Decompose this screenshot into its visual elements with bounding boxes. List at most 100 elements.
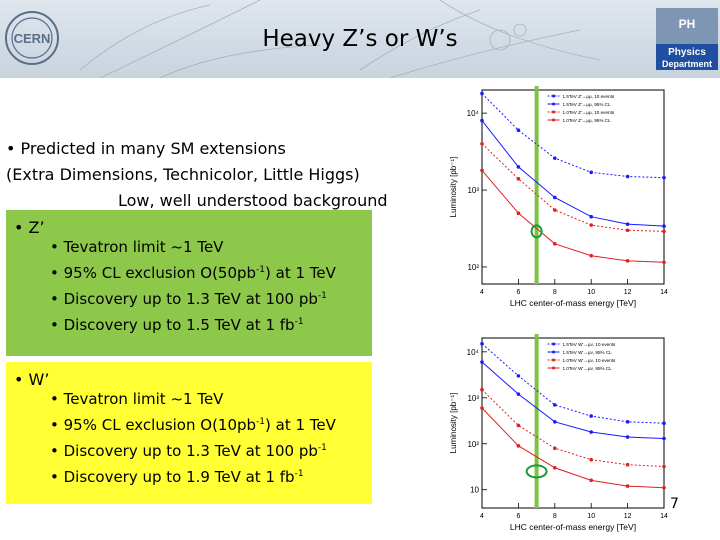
item-text: • 95% CL exclusion O(50pb (50, 264, 257, 282)
data-point (625, 435, 630, 439)
data-point (553, 195, 557, 200)
slide-title: Heavy Z’s or W’s (262, 26, 458, 52)
intro-text: • Predicted in many SM extensions (Extra… (6, 136, 388, 214)
item-text: • Discovery up to 1.9 TeV at 1 fb (50, 468, 295, 486)
page-number: 7 (670, 496, 679, 512)
z-prime-heading: • Z’ (14, 218, 45, 237)
cern-logo: CERN (5, 11, 59, 65)
cern-logo-text: CERN (14, 31, 51, 46)
data-point (625, 228, 630, 233)
item-tail: ) at 1 TeV (265, 416, 336, 434)
data-point (625, 222, 630, 226)
z-prime-box: • Z’ • Tevatron limit ~1 TeV • 95% CL ex… (6, 210, 372, 356)
series-line (481, 361, 665, 440)
list-item: • Discovery up to 1.3 TeV at 100 pb-1 (50, 437, 336, 463)
data-point (516, 374, 521, 378)
y-tick-label: 10³ (467, 186, 479, 195)
y-tick-label: 10⁴ (467, 109, 480, 118)
data-point (625, 174, 630, 179)
legend-label: 1.5TeV W'→μν, 95% CL (563, 350, 613, 355)
w-prime-list: • Tevatron limit ~1 TeV • 95% CL exclusi… (50, 388, 336, 489)
y-tick-label: 10² (467, 440, 479, 449)
data-point (589, 223, 593, 227)
data-point (589, 478, 593, 483)
list-item: • Tevatron limit ~1 TeV (50, 388, 336, 411)
z-prime-list: • Tevatron limit ~1 TeV • 95% CL exclusi… (50, 236, 336, 337)
data-point (625, 462, 630, 467)
legend-label: 1.5TeV Z'→μμ, 10 events (563, 94, 615, 99)
list-item: • 95% CL exclusion O(10pb-1) at 1 TeV (50, 411, 336, 437)
item-sup: -1 (317, 291, 327, 301)
data-point (662, 436, 666, 441)
data-point (516, 177, 521, 181)
legend-marker (552, 358, 556, 362)
y-tick-label: 10⁴ (467, 348, 480, 357)
data-point (662, 464, 666, 469)
series-line (481, 170, 665, 263)
ph-logo-line2: Physics (668, 47, 706, 58)
x-tick-label: 10 (587, 513, 595, 520)
data-point (662, 421, 666, 426)
item-text: • Tevatron limit ~1 TeV (50, 390, 224, 408)
header-banner: CERN PH Physics Department (0, 0, 720, 78)
series-line (481, 120, 665, 227)
y-axis-label: Luminosity [pb⁻¹] (449, 393, 458, 454)
data-point (589, 414, 593, 418)
legend-marker (552, 342, 556, 346)
x-tick-label: 14 (660, 513, 668, 520)
intro-line: • Predicted in many SM extensions (6, 139, 286, 158)
data-point (625, 420, 630, 424)
data-point (553, 156, 557, 160)
data-point (553, 403, 557, 407)
data-point (480, 406, 484, 410)
x-tick-label: 12 (624, 513, 632, 520)
data-point (589, 457, 593, 462)
data-point (516, 165, 521, 169)
data-point (516, 211, 521, 215)
data-point (662, 175, 666, 180)
list-item: • Discovery up to 1.3 TeV at 100 pb-1 (50, 285, 336, 311)
item-tail: ) at 1 TeV (265, 264, 336, 282)
w-prime-box: • W’ • Tevatron limit ~1 TeV • 95% CL ex… (6, 362, 372, 504)
w-prime-heading: • W’ (14, 370, 50, 389)
plot-frame (481, 89, 665, 285)
y-tick-label: 10³ (467, 394, 479, 403)
item-sup: -1 (294, 469, 304, 479)
item-text: • Discovery up to 1.3 TeV at 100 pb (50, 290, 318, 308)
data-point (480, 118, 484, 123)
plot-frame (481, 337, 665, 509)
legend-label: 1.5TeV W'→μν, 10 events (563, 342, 617, 347)
data-point (480, 360, 484, 364)
list-item: • Discovery up to 1.5 TeV at 1 fb-1 (50, 311, 336, 337)
legend-label: 1.0TeV W'→μν, 10 events (563, 358, 617, 363)
data-point (589, 253, 593, 258)
x-axis-label: LHC center-of-mass energy [TeV] (510, 298, 636, 308)
legend-label: 1.0TeV W'→μν, 95% CL (563, 366, 613, 371)
item-text: • Discovery up to 1.5 TeV at 1 fb (50, 316, 295, 334)
x-axis-label: LHC center-of-mass energy [TeV] (510, 522, 636, 532)
data-point (480, 141, 484, 146)
legend-label: 1.5TeV Z'→μμ, 95% CL (563, 102, 611, 107)
legend-marker (552, 366, 556, 370)
x-tick-label: 8 (553, 289, 557, 296)
x-tick-label: 12 (624, 289, 632, 296)
data-point (553, 208, 557, 212)
data-point (516, 444, 521, 448)
data-point (480, 341, 484, 346)
legend-marker (552, 94, 556, 98)
ph-logo-line3: Department (662, 59, 712, 69)
data-point (516, 423, 521, 428)
data-point (516, 392, 521, 396)
legend-marker (552, 118, 556, 122)
data-point (480, 387, 484, 392)
x-tick-label: 8 (553, 513, 557, 520)
x-tick-label: 14 (660, 289, 668, 296)
item-sup: -1 (317, 443, 327, 453)
intro-line: (Extra Dimensions, Technicolor, Little H… (6, 165, 360, 184)
physics-department-logo: PH Physics Department (656, 8, 718, 70)
item-text: • Tevatron limit ~1 TeV (50, 238, 224, 256)
legend-marker (552, 110, 556, 114)
legend-label: 1.0TeV Z'→μμ, 95% CL (563, 118, 611, 123)
particle-tracks-graphic (79, 0, 601, 78)
data-point (662, 260, 666, 265)
